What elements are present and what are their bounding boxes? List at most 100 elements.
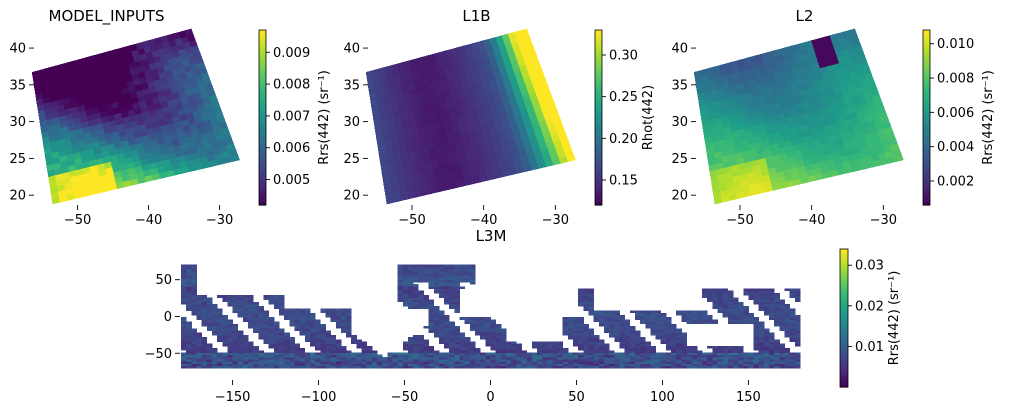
global-cell bbox=[583, 308, 589, 311]
global-cell bbox=[758, 332, 765, 336]
global-cell bbox=[428, 348, 435, 351]
global-cell bbox=[769, 306, 775, 309]
global-cell bbox=[614, 337, 620, 340]
global-cell bbox=[253, 308, 259, 311]
global-cell bbox=[227, 295, 233, 298]
global-cell bbox=[629, 328, 636, 331]
global-cell bbox=[640, 363, 646, 367]
global-cell bbox=[444, 284, 450, 287]
global-cell bbox=[758, 339, 765, 342]
global-cell bbox=[604, 354, 610, 358]
global-cell bbox=[315, 328, 321, 331]
global-cell bbox=[211, 308, 218, 311]
global-cell bbox=[583, 363, 589, 367]
global-cell bbox=[583, 326, 589, 329]
global-cell bbox=[418, 365, 424, 369]
global-cell bbox=[660, 332, 667, 336]
global-cell bbox=[371, 350, 378, 353]
global-cell bbox=[273, 332, 280, 336]
global-cell bbox=[495, 365, 502, 369]
global-cell bbox=[686, 356, 693, 360]
global-cell bbox=[258, 326, 264, 329]
colorbar-step bbox=[923, 85, 930, 89]
global-cell bbox=[346, 319, 352, 322]
global-cell bbox=[665, 332, 672, 336]
global-cell bbox=[299, 348, 306, 351]
global-cell bbox=[604, 348, 610, 351]
colorbar-step bbox=[923, 114, 930, 119]
global-cell bbox=[258, 312, 264, 316]
global-cell bbox=[299, 332, 306, 336]
global-cell bbox=[186, 270, 192, 274]
global-cell bbox=[727, 312, 734, 316]
global-cell bbox=[794, 295, 801, 298]
global-cell bbox=[248, 310, 254, 314]
global-cell bbox=[181, 328, 187, 331]
global-cell bbox=[727, 315, 734, 318]
global-cell bbox=[258, 328, 264, 331]
global-cell bbox=[722, 365, 729, 369]
global-cell bbox=[268, 301, 275, 305]
global-cell bbox=[732, 359, 739, 362]
global-cell bbox=[784, 350, 791, 353]
global-cell bbox=[397, 284, 404, 287]
global-cell bbox=[227, 321, 233, 325]
global-cell bbox=[454, 363, 460, 367]
global-cell bbox=[650, 356, 656, 360]
global-cell bbox=[469, 350, 476, 353]
global-cell bbox=[598, 317, 605, 320]
global-cell bbox=[588, 365, 595, 369]
global-cell bbox=[423, 341, 429, 345]
global-cell bbox=[660, 365, 667, 369]
global-cell bbox=[444, 352, 450, 356]
global-cell bbox=[340, 330, 347, 334]
global-cell bbox=[624, 330, 631, 334]
global-cell bbox=[552, 350, 558, 353]
global-cell bbox=[573, 334, 579, 338]
global-cell bbox=[769, 288, 775, 292]
global-cell bbox=[279, 301, 285, 305]
global-cell bbox=[464, 321, 471, 325]
global-cell bbox=[593, 343, 600, 347]
global-cell bbox=[763, 348, 770, 351]
global-cell bbox=[588, 292, 595, 296]
global-cell bbox=[547, 363, 553, 367]
global-cell bbox=[402, 286, 409, 289]
global-cell bbox=[330, 361, 337, 364]
colorbar-step bbox=[595, 146, 602, 151]
global-cell bbox=[583, 354, 589, 358]
global-cell bbox=[346, 361, 352, 364]
global-cell bbox=[707, 319, 713, 322]
global-cell bbox=[361, 354, 368, 358]
colorbar-step bbox=[840, 276, 848, 280]
global-cell bbox=[320, 330, 326, 334]
global-cell bbox=[624, 337, 631, 340]
global-cell bbox=[242, 317, 249, 320]
colorbar-step bbox=[923, 143, 930, 148]
global-cell bbox=[227, 323, 233, 327]
global-cell bbox=[619, 356, 626, 360]
y-tick-label: 25 bbox=[343, 152, 360, 167]
global-cell bbox=[181, 361, 187, 364]
global-cell bbox=[469, 348, 476, 351]
global-cell bbox=[237, 306, 244, 309]
colorbar-tick-label: 0.002 bbox=[937, 174, 974, 189]
global-cell bbox=[433, 275, 440, 278]
global-cell bbox=[614, 328, 620, 331]
global-cell bbox=[294, 308, 301, 311]
global-cell bbox=[418, 337, 424, 340]
global-cell bbox=[480, 319, 486, 322]
global-cell bbox=[438, 317, 445, 320]
global-cell bbox=[217, 352, 223, 356]
global-cell bbox=[428, 323, 435, 327]
global-cell bbox=[310, 319, 316, 322]
global-cell bbox=[717, 310, 724, 314]
global-cell bbox=[567, 352, 574, 356]
x-tick-label: −40 bbox=[798, 213, 825, 228]
global-cell bbox=[340, 348, 347, 351]
colorbar-step bbox=[840, 301, 848, 305]
global-cell bbox=[753, 356, 760, 360]
global-cell bbox=[325, 315, 331, 318]
global-cell bbox=[253, 356, 259, 360]
global-cell bbox=[263, 328, 270, 331]
